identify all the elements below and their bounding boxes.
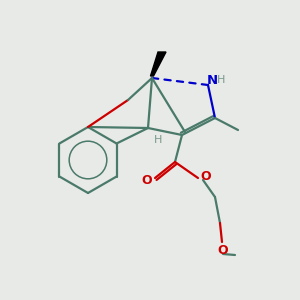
Text: O: O xyxy=(142,175,152,188)
Text: N: N xyxy=(206,74,218,86)
Text: O: O xyxy=(201,170,211,184)
Text: H: H xyxy=(154,135,162,145)
Text: H: H xyxy=(217,75,225,85)
Polygon shape xyxy=(151,52,166,76)
Text: O: O xyxy=(218,244,228,257)
